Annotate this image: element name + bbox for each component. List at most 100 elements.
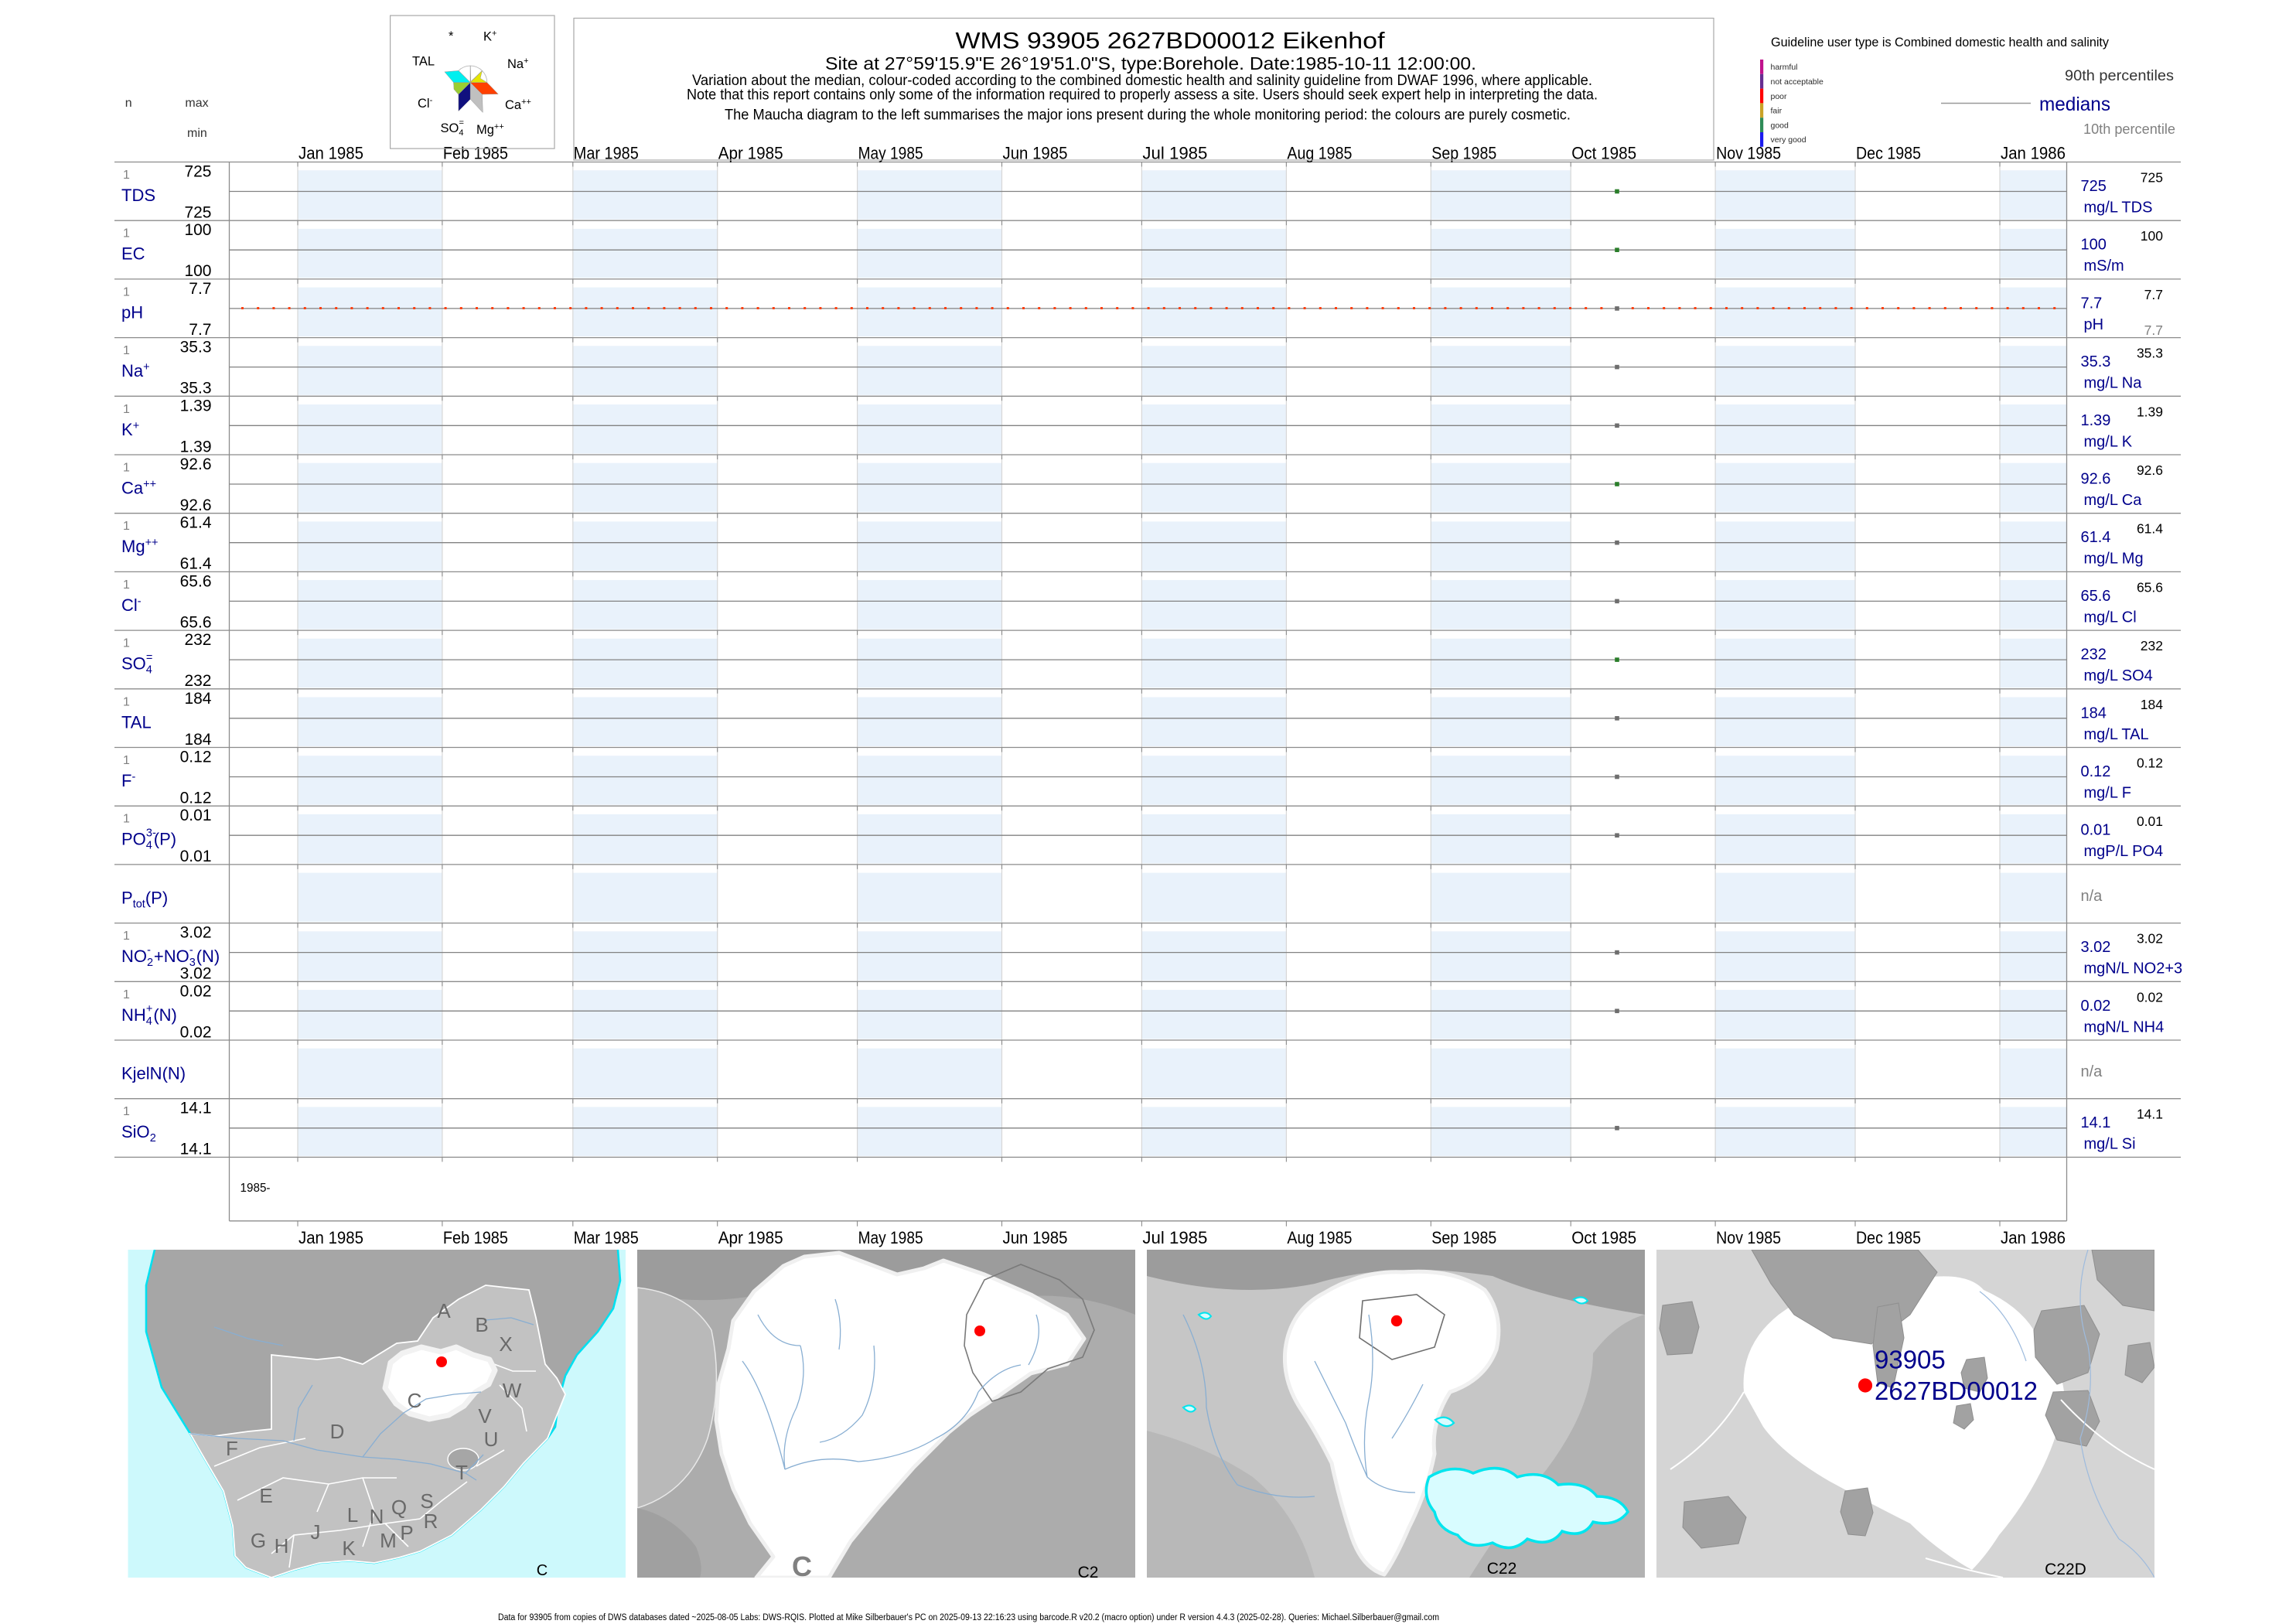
svg-text:Ptot(P): Ptot(P): [121, 888, 168, 910]
svg-text:0.12: 0.12: [180, 749, 212, 766]
svg-text:U: U: [484, 1428, 499, 1451]
svg-text:Note that this report contains: Note that this report contains only some…: [687, 87, 1598, 104]
svg-text:7.7: 7.7: [2144, 322, 2163, 338]
svg-text:1: 1: [123, 578, 130, 592]
svg-text:184: 184: [2081, 705, 2107, 722]
svg-text:92.6: 92.6: [2137, 462, 2163, 478]
svg-text:1.39: 1.39: [2137, 404, 2163, 419]
svg-text:0.12: 0.12: [180, 790, 212, 807]
svg-text:1: 1: [123, 169, 130, 182]
svg-text:Feb 1985: Feb 1985: [443, 1228, 508, 1247]
svg-text:S: S: [420, 1489, 433, 1513]
svg-text:H: H: [275, 1534, 289, 1557]
svg-text:0.02: 0.02: [2137, 989, 2163, 1005]
svg-text:184: 184: [2141, 697, 2163, 712]
svg-text:61.4: 61.4: [180, 514, 212, 532]
svg-text:1: 1: [123, 754, 130, 767]
svg-text:90th percentiles: 90th percentiles: [2065, 68, 2174, 84]
svg-text:725: 725: [184, 204, 211, 222]
svg-text:May 1985: May 1985: [858, 1228, 923, 1247]
svg-text:V: V: [478, 1404, 492, 1428]
svg-text:35.3: 35.3: [180, 380, 212, 397]
svg-text:1: 1: [123, 988, 130, 1001]
svg-text:92.6: 92.6: [180, 496, 212, 514]
svg-text:1: 1: [123, 285, 130, 299]
svg-text:7.7: 7.7: [189, 321, 211, 339]
svg-text:14.1: 14.1: [2081, 1114, 2111, 1131]
svg-text:1: 1: [123, 344, 130, 357]
svg-text:mgP/L PO4: mgP/L PO4: [2084, 843, 2164, 860]
svg-text:F: F: [226, 1437, 238, 1460]
svg-text:1: 1: [123, 520, 130, 533]
svg-text:mgN/L NH4: mgN/L NH4: [2084, 1018, 2165, 1035]
svg-text:7.7: 7.7: [189, 280, 211, 298]
svg-text:35.3: 35.3: [2081, 353, 2111, 370]
svg-text:1: 1: [123, 930, 130, 943]
svg-text:NO2-+NO3-(N): NO2- +NO3- (N): [121, 944, 220, 969]
svg-text:PO43-(P): PO43-(P): [121, 827, 176, 852]
svg-text:mg/L SO4: mg/L SO4: [2084, 667, 2153, 684]
svg-text:65.6: 65.6: [2081, 588, 2111, 605]
svg-text:1: 1: [123, 227, 130, 241]
svg-text:92.6: 92.6: [180, 455, 212, 473]
svg-text:mg/L K: mg/L K: [2084, 433, 2133, 450]
svg-text:KjelN(N): KjelN(N): [121, 1064, 186, 1083]
svg-text:100: 100: [2141, 228, 2163, 244]
svg-text:Jul 1985: Jul 1985: [1142, 144, 1207, 163]
svg-text:not acceptable: not acceptable: [1771, 77, 1823, 87]
svg-text:G: G: [251, 1529, 266, 1552]
svg-text:good: good: [1771, 121, 1789, 130]
svg-text:Guideline user type is Combine: Guideline user type is Combined domestic…: [1771, 35, 2109, 49]
svg-text:725: 725: [2141, 170, 2163, 186]
svg-text:0.01: 0.01: [180, 807, 212, 824]
svg-text:n/a: n/a: [2081, 888, 2103, 905]
svg-text:May 1985: May 1985: [858, 144, 923, 163]
svg-text:C: C: [537, 1562, 548, 1579]
svg-text:very good: very good: [1771, 135, 1806, 145]
svg-text:fair: fair: [1771, 107, 1783, 116]
svg-text:EC: EC: [121, 244, 145, 264]
svg-text:725: 725: [2081, 178, 2107, 195]
svg-text:0.12: 0.12: [2081, 763, 2111, 780]
svg-text:0.12: 0.12: [2137, 756, 2163, 771]
svg-text:C22: C22: [1487, 1560, 1517, 1578]
svg-text:100: 100: [184, 221, 211, 239]
svg-text:n/a: n/a: [2081, 1063, 2103, 1080]
svg-text:14.1: 14.1: [180, 1141, 212, 1158]
svg-text:1.39: 1.39: [180, 438, 212, 455]
svg-text:E: E: [259, 1484, 272, 1507]
svg-text:Sep 1985: Sep 1985: [1431, 1228, 1496, 1247]
svg-text:mg/L TDS: mg/L TDS: [2084, 200, 2153, 217]
svg-text:W: W: [503, 1379, 522, 1402]
svg-text:pH: pH: [121, 302, 143, 322]
svg-text:14.1: 14.1: [180, 1100, 212, 1117]
svg-text:mg/L F: mg/L F: [2084, 785, 2132, 802]
svg-text:Oct 1985: Oct 1985: [1571, 144, 1636, 163]
svg-text:0.02: 0.02: [2081, 998, 2111, 1015]
svg-text:Na+: Na+: [507, 56, 529, 71]
svg-text:3.02: 3.02: [180, 924, 212, 942]
svg-text:mg/L Na: mg/L Na: [2084, 375, 2143, 392]
svg-text:61.4: 61.4: [180, 555, 212, 573]
svg-text:232: 232: [2081, 647, 2107, 664]
svg-text:65.6: 65.6: [180, 613, 212, 631]
svg-text:0.02: 0.02: [180, 1023, 212, 1041]
svg-text:C: C: [792, 1551, 812, 1582]
svg-text:1: 1: [123, 813, 130, 826]
svg-text:7.7: 7.7: [2081, 295, 2103, 312]
svg-text:0.01: 0.01: [2137, 814, 2163, 829]
svg-text:1.39: 1.39: [180, 397, 212, 415]
svg-text:Aug 1985: Aug 1985: [1287, 1228, 1352, 1247]
svg-text:0.02: 0.02: [180, 982, 212, 1000]
svg-text:Jan 1985: Jan 1985: [299, 1228, 363, 1247]
svg-text:Apr 1985: Apr 1985: [718, 144, 783, 163]
svg-text:The Maucha diagram to the left: The Maucha diagram to the left summarise…: [725, 107, 1571, 124]
svg-text:mS/m: mS/m: [2084, 258, 2124, 275]
svg-text:NH4+(N): NH4+(N): [121, 1003, 177, 1028]
svg-text:100: 100: [184, 262, 211, 280]
svg-text:mg/L Mg: mg/L Mg: [2084, 551, 2144, 568]
svg-text:Apr 1985: Apr 1985: [718, 1228, 783, 1247]
svg-text:1: 1: [123, 403, 130, 416]
svg-text:232: 232: [2141, 638, 2163, 653]
svg-text:Nov 1985: Nov 1985: [1716, 1228, 1781, 1247]
